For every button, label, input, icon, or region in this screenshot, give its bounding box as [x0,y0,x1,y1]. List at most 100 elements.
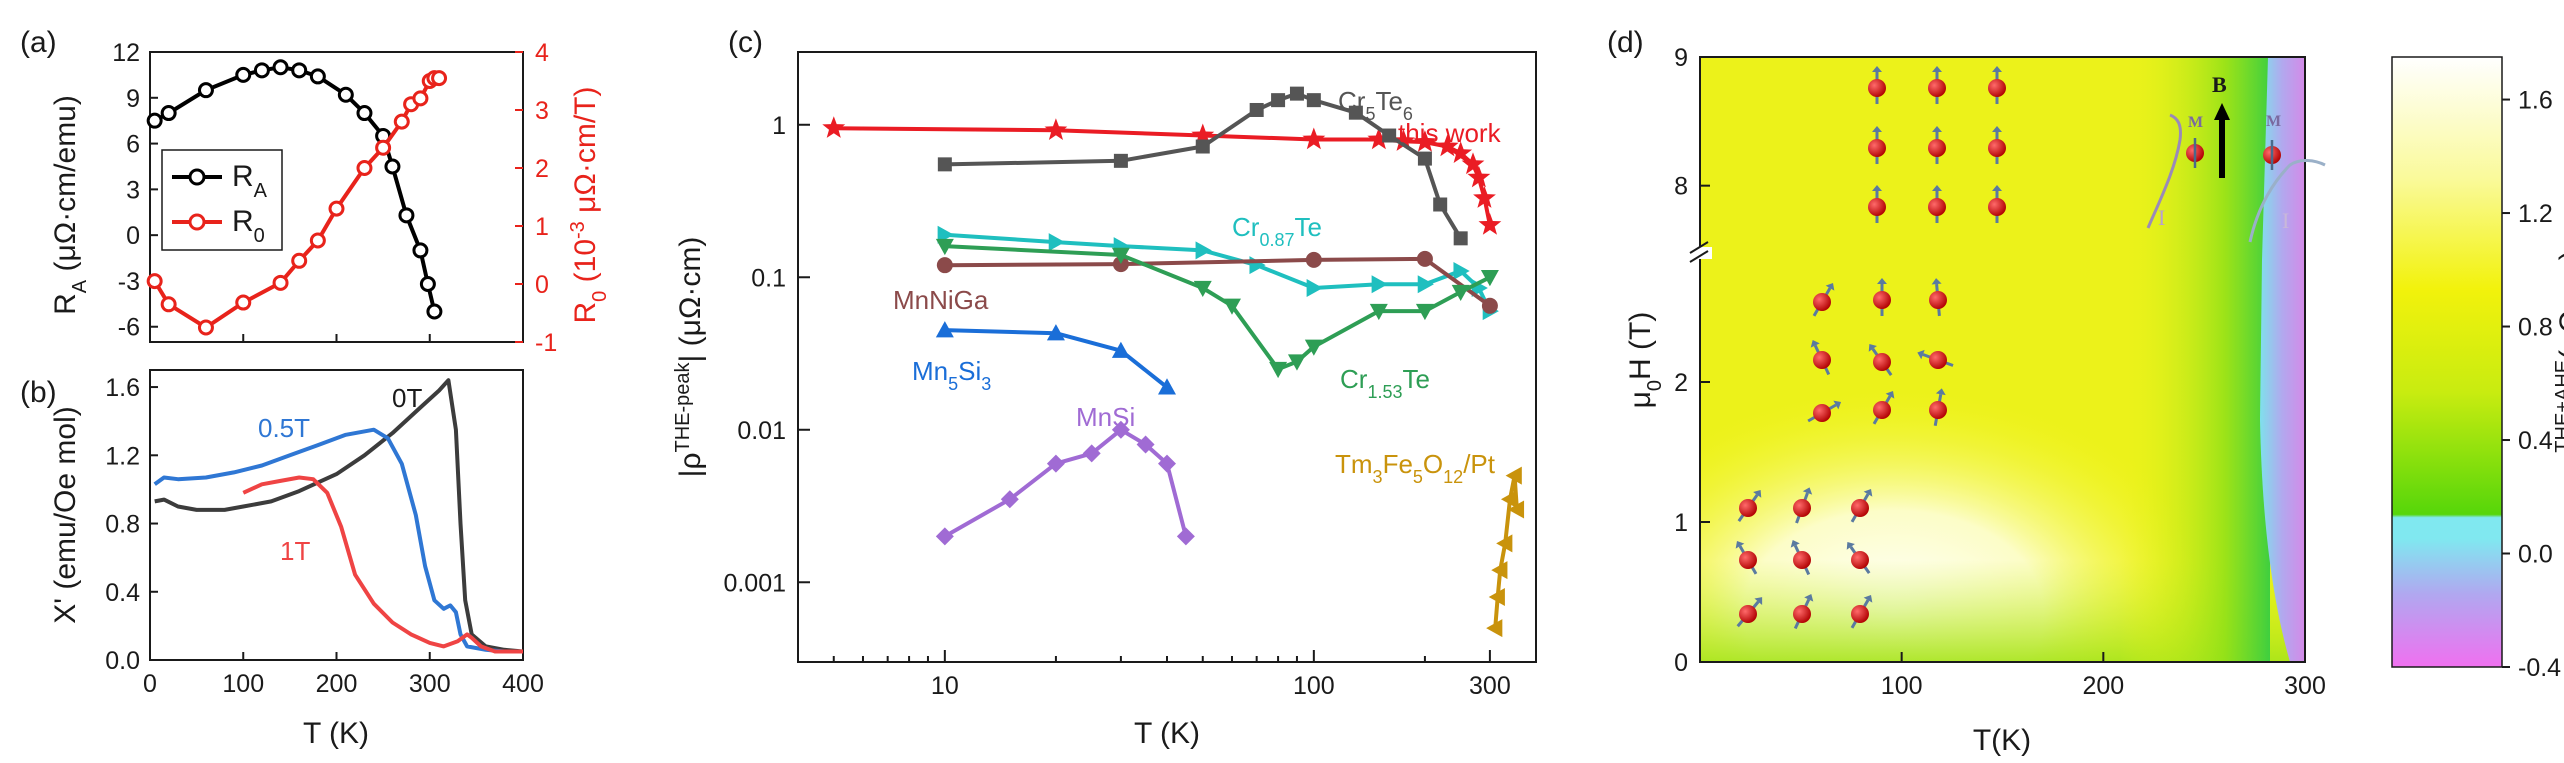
data-point-cr5te6 [1113,153,1128,168]
data-point-this-work [1392,129,1415,151]
spin-site [1793,605,1811,623]
spin-arrow-head [1802,487,1813,495]
panel-a-left-tick-label: 6 [126,131,140,159]
data-point-ra [291,62,308,79]
data-point-cr5te6 [1433,197,1448,212]
data-point-cr1-53te [1415,303,1434,321]
spin-arrow-head [1992,185,2002,191]
series-line-0T [154,378,524,654]
spin-site [1928,139,1946,157]
spin-arrow-head [1932,185,1942,191]
data-point-tm3fe5o12-pt [1505,466,1522,485]
data-point-cr0-87te [1048,233,1065,252]
data-point-ra [412,242,429,259]
label-mnsi: MnSi [1076,402,1135,432]
spin-site [1851,499,1869,517]
m-label-left: M [2188,114,2203,131]
data-point-ra [309,68,326,85]
panel-a-left-tick-label: 9 [126,85,140,113]
panel-a-chart: (a) 12 9 6 3 0 -3 -6 4 3 2 1 0 -1 RA (μΩ·cm/emu) R0… [20,26,611,357]
b-field-label: B [2212,72,2227,97]
panel-d-ticks: 100 200 300 0 1 2 8 9 [1674,44,2326,700]
panel-c-y-axis-label: |ρTHE-peak| (μΩ·cm) [672,237,707,478]
spin-site [1851,551,1869,569]
series-line-ra [153,65,437,312]
data-point-this-work [1467,165,1491,188]
panel-d-y-tick-label: 8 [1674,173,1688,201]
spin-arrow-head [1992,66,2002,72]
spin-arrow-head [1935,388,1946,396]
colorbar-gradient [2392,57,2502,667]
spin-arrow-head [1753,489,1762,498]
panel-b-y-axis-label: X' (emu/Oe mol) [49,406,82,623]
data-point-ra [419,276,436,292]
data-point-mnsi [1082,444,1101,463]
panel-b-x-tick-label: 0 [143,670,157,698]
data-point-this-work [1044,118,1068,140]
spin-arrow-head [1868,343,1877,352]
data-point-ra [384,158,401,175]
spin-arrow-head [1932,66,1942,72]
panel-b-chart: (b) 0 100 200 300 400 0.0 0.4 0.8 1.2 1.6 X' (emu… [20,369,544,750]
data-point-cr5te6 [1271,93,1286,108]
data-point-ra [197,82,214,99]
data-point-cr5te6 [937,157,952,172]
panel-a-right-ticks: 4 3 2 1 0 -1 [515,39,557,357]
panel-a-right-tick-label: 1 [535,213,549,241]
panel-b-x-tick-label: 200 [316,670,358,698]
spin-site [1868,139,1886,157]
label-mnniga: MnNiGa [893,285,989,315]
spin-site [1929,351,1947,369]
panel-a-right-tick-label: -1 [535,329,557,357]
data-point-cr1-53te [1304,339,1323,356]
spin-arrow-head [1863,488,1873,497]
data-point-ra [272,59,289,76]
spin-arrow-head [1804,594,1814,602]
spin-arrow-head [1917,349,1925,360]
spin-site [1929,401,1947,419]
spin-textures [1735,66,2006,630]
data-point-r0 [235,294,252,311]
panel-a-right-axis-label: R0 (10-3 μΩ·cm/T) [567,87,611,324]
panel-a-left-tick-label: 0 [126,222,140,250]
panel-c-x-tick-label: 10 [931,672,959,700]
data-point-cr1-53te [1480,270,1499,287]
panel-c-x-axis-label: T (K) [1134,717,1200,750]
data-point-cr5te6 [1195,139,1210,154]
spin-site [1793,499,1811,517]
data-point-mnsi [935,527,954,546]
spin-site [1988,198,2006,216]
data-point-cr5te6 [1289,86,1304,101]
panel-d-y-tick-label: 9 [1674,44,1688,72]
spin-site [1793,551,1811,569]
data-point-cr0-87te [1306,279,1323,298]
colorbar-ticks: 1.6 1.2 0.8 0.4 0.0 -0.4 [2502,87,2561,682]
panel-b-y-tick-label: 0.0 [105,647,140,675]
current-label-left: I [2158,205,2165,230]
spin-site [1988,139,2006,157]
data-point-mnsi [1111,420,1130,439]
current-label-right: I [2282,208,2289,233]
data-point-ra [356,105,373,122]
data-point-mnsi [1158,454,1176,473]
data-point-mnniga [1481,297,1498,314]
data-point-r0 [160,296,177,313]
data-point-r0 [309,232,326,249]
spin-arrow-head [1846,541,1855,550]
legend-box [161,149,283,251]
data-point-r0 [291,252,308,269]
spin-arrow-head [1872,66,1882,72]
panel-d-x-tick-label: 100 [1881,672,1923,700]
panel-b-y-tick-label: 1.2 [105,442,140,470]
data-point-cr1-53te [1222,298,1241,315]
current-path-left [2146,113,2182,229]
data-point-ra [160,105,177,122]
data-point-cr0-87te [1371,275,1388,294]
data-point-mnsi [1000,490,1019,509]
data-point-r0 [412,90,429,107]
spin-arrow-head [1810,340,1820,348]
spin-arrow-head [1790,540,1800,548]
panel-label-b: (b) [20,376,57,409]
data-point-this-work [1478,213,1502,235]
axis-break [1688,241,1712,263]
